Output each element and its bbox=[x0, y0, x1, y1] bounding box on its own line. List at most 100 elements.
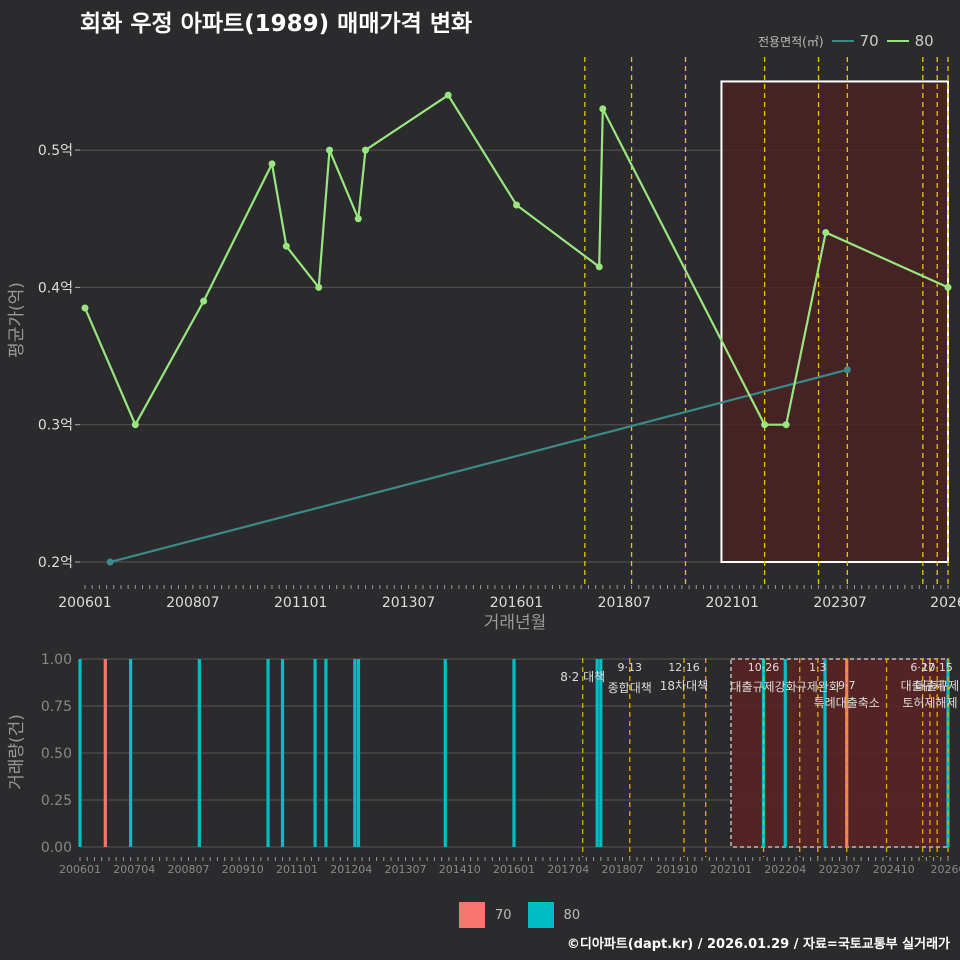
data-point-80 bbox=[444, 91, 452, 99]
x-tick-label: 202307 bbox=[813, 595, 866, 611]
bar-x-tick-label: 201601 bbox=[493, 863, 535, 876]
bar-80 bbox=[595, 659, 599, 847]
bar-80 bbox=[356, 659, 361, 847]
bar-x-tick-label: 201101 bbox=[276, 863, 318, 876]
policy-annotation: 18차대책 bbox=[660, 678, 708, 693]
policy-annotation: 종합대책 bbox=[608, 680, 652, 695]
policy-annotation-date: 10·15 bbox=[921, 661, 953, 674]
bar-y-tick-label: 0.00 bbox=[41, 840, 72, 856]
bar-80 bbox=[313, 659, 317, 847]
x-axis-label: 거래년월 bbox=[484, 613, 547, 633]
data-point-80 bbox=[595, 263, 603, 271]
series-line-70 bbox=[109, 368, 848, 564]
data-point-80 bbox=[326, 146, 334, 154]
bar-x-tick-label: 201307 bbox=[385, 863, 427, 876]
data-point-80 bbox=[361, 146, 369, 154]
bar-x-tick-label: 200807 bbox=[168, 863, 210, 876]
bar-highlight-box bbox=[730, 658, 949, 848]
x-tick-label: 200601 bbox=[58, 595, 111, 611]
legend-bar-label-80: 80 bbox=[563, 907, 581, 923]
policy-annotation: 대출규제 bbox=[901, 679, 945, 693]
bar-y-tick-label: 0.25 bbox=[41, 793, 72, 809]
bar-80 bbox=[823, 659, 827, 847]
y-axis-label: 평균가(억) bbox=[7, 282, 27, 358]
data-point-80 bbox=[354, 215, 362, 223]
y-tick-label: 0.4억 bbox=[38, 280, 73, 296]
bar-80 bbox=[129, 659, 133, 847]
bar-y-tick-label: 0.50 bbox=[41, 746, 72, 762]
x-tick-label: 200807 bbox=[166, 595, 219, 611]
line-legend: 전용면적(㎡) 70 80 bbox=[758, 32, 934, 50]
bar-x-tick-label: 202410 bbox=[873, 863, 915, 876]
bar-y-tick-label: 0.75 bbox=[41, 699, 72, 715]
data-point-80 bbox=[761, 421, 769, 429]
policy-annotation: 특례대출축소 bbox=[814, 696, 880, 710]
policy-annotation-date: 10·26 bbox=[748, 661, 780, 674]
x-tick-label: 201807 bbox=[598, 595, 651, 611]
data-point-80 bbox=[513, 201, 520, 209]
bar-80 bbox=[599, 659, 603, 847]
data-point-80 bbox=[268, 160, 276, 168]
bar-y-tick-label: 1.00 bbox=[41, 652, 72, 668]
legend-bar-label-70: 70 bbox=[495, 907, 512, 923]
data-point-80 bbox=[782, 421, 790, 429]
chart-title: 회화 우정 아파트(1989) 매매가격 변화 bbox=[80, 11, 473, 37]
data-point-70 bbox=[106, 558, 114, 566]
bar-x-tick-label: 202101 bbox=[710, 863, 752, 876]
bar-x-tick-label: 200601 bbox=[59, 863, 101, 876]
bar-x-tick-label: 201704 bbox=[547, 863, 589, 876]
bar-x-tick-label: 201410 bbox=[439, 863, 481, 876]
bar-80 bbox=[353, 659, 357, 847]
policy-annotation-date: 9·7 bbox=[838, 679, 856, 692]
data-point-80 bbox=[282, 242, 290, 250]
bar-80 bbox=[512, 659, 516, 847]
y-tick-label: 0.3억 bbox=[38, 418, 73, 434]
bar-80 bbox=[78, 659, 82, 847]
policy-annotation: 규제완화 bbox=[796, 680, 840, 694]
legend-swatch-70 bbox=[459, 902, 485, 928]
highlight-box bbox=[720, 80, 950, 563]
bar-x-tick-label: 200910 bbox=[222, 863, 264, 876]
legend-title: 전용면적(㎡) bbox=[758, 34, 824, 49]
bar-80 bbox=[197, 659, 201, 847]
bar-80 bbox=[324, 659, 328, 847]
x-tick-label: 201307 bbox=[382, 595, 435, 611]
legend-label-70: 70 bbox=[859, 32, 879, 50]
bar-x-tick-label: 200704 bbox=[113, 863, 155, 876]
x-tick-label: 201101 bbox=[274, 595, 327, 611]
data-point-80 bbox=[81, 304, 89, 312]
bar-70 bbox=[103, 659, 107, 847]
data-point-80 bbox=[200, 297, 208, 305]
data-point-80 bbox=[599, 105, 607, 113]
bar-x-tick-label: 202307 bbox=[819, 863, 861, 876]
legend-line-70 bbox=[831, 40, 854, 42]
x-tick-label: 2026 bbox=[930, 595, 960, 611]
policy-annotation-date: 1·3 bbox=[809, 661, 827, 674]
bar-80 bbox=[443, 659, 447, 847]
y-tick-label: 0.5억 bbox=[38, 143, 73, 159]
x-tick-label: 201601 bbox=[490, 595, 543, 611]
bar-x-tick-label: 201204 bbox=[330, 863, 372, 876]
policy-annotation: 대출규제 bbox=[915, 679, 959, 693]
data-point-80 bbox=[822, 228, 830, 236]
bar-y-axis-label: 거래량(건) bbox=[7, 714, 27, 790]
policy-annotation-date: 6·27 bbox=[910, 661, 935, 674]
bar-legend: 70 80 bbox=[459, 902, 596, 928]
bar-x-tick-label: 202204 bbox=[764, 863, 806, 876]
bar-80 bbox=[280, 659, 285, 847]
credit-text: ©디아파트(dapt.kr) / 2026.01.29 / 자료=국토교통부 실… bbox=[566, 937, 950, 952]
policy-annotation-date: 9·13 bbox=[617, 661, 642, 674]
bar-80 bbox=[266, 659, 270, 847]
legend-line-80 bbox=[886, 40, 909, 42]
data-point-80 bbox=[944, 283, 952, 291]
data-point-70 bbox=[843, 366, 851, 374]
policy-annotation: 대출규제강화 bbox=[730, 680, 796, 694]
legend-label-80: 80 bbox=[914, 32, 934, 50]
x-tick-label: 202101 bbox=[706, 595, 759, 611]
data-point-80 bbox=[131, 421, 139, 429]
policy-annotation-date: 12·16 bbox=[668, 661, 700, 674]
bar-80 bbox=[783, 659, 787, 847]
y-tick-label: 0.2억 bbox=[38, 555, 73, 571]
legend-swatch-80 bbox=[527, 902, 554, 928]
